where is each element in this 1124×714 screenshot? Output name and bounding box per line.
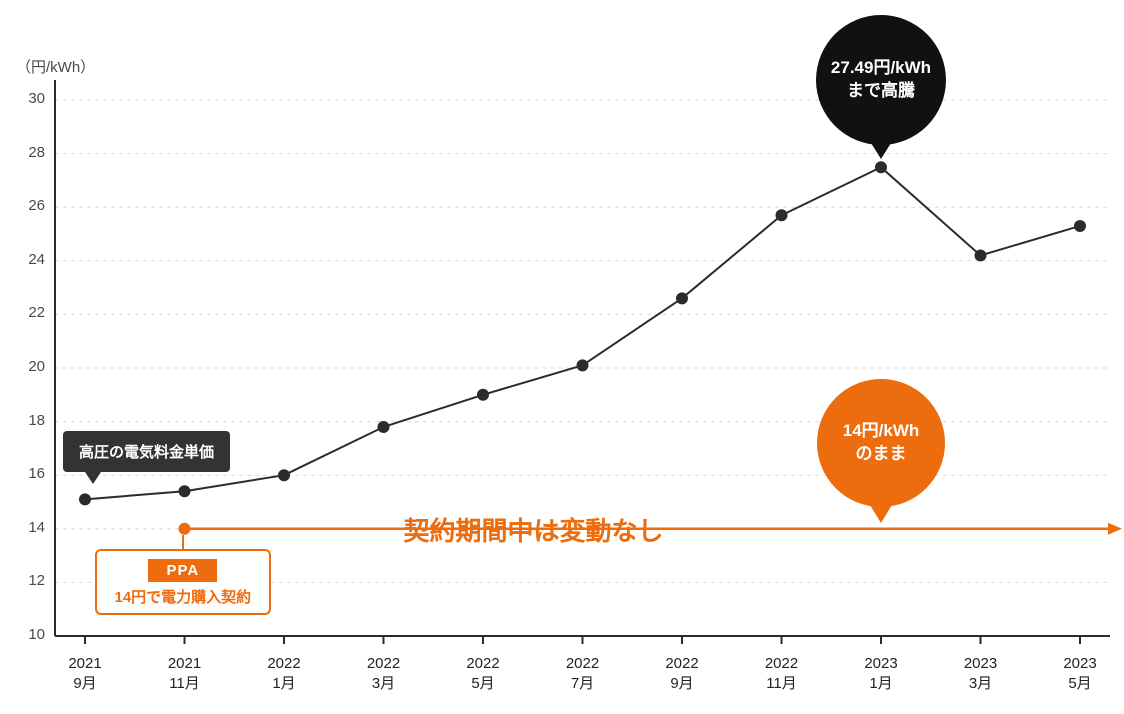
ppa-price-bubble: 14円/kWh のまま — [817, 379, 945, 507]
x-tick-label: 20225月 — [453, 654, 513, 695]
x-tick-label: 20221月 — [254, 654, 314, 695]
y-tick-label: 10 — [15, 626, 45, 643]
ppa-contract-box: PPA 14円で電力購入契約 — [95, 549, 272, 615]
contract-period-note: 契約期間中は変動なし — [404, 511, 664, 548]
y-tick-label: 28 — [15, 144, 45, 161]
ppa-price-value: 14円/kWh — [843, 420, 920, 443]
market-price-label: 高圧の電気料金単価 — [63, 431, 230, 472]
y-tick-label: 26 — [15, 197, 45, 214]
peak-price-bubble: 27.49円/kWh まで高騰 — [816, 15, 946, 145]
ppa-price-note: のまま — [856, 443, 907, 466]
x-tick-label: 20233月 — [951, 654, 1011, 695]
y-tick-label: 30 — [15, 90, 45, 107]
y-tick-label: 22 — [15, 304, 45, 321]
x-tick-label: 202211月 — [752, 654, 812, 695]
electricity-price-chart: （円/kWh） 10 12 14 16 18 20 22 24 26 28 30 20219月 202… — [0, 0, 1124, 714]
x-tick-label: 20235月 — [1050, 654, 1110, 695]
x-tick-label: 20231月 — [851, 654, 911, 695]
x-tick-label: 20219月 — [55, 654, 115, 695]
ppa-subtext: 14円で電力購入契約 — [115, 586, 252, 607]
y-tick-label: 16 — [15, 465, 45, 482]
peak-price-value: 27.49円/kWh — [831, 57, 931, 80]
ppa-badge: PPA — [148, 559, 217, 582]
x-tick-label: 20223月 — [354, 654, 414, 695]
y-tick-label: 18 — [15, 412, 45, 429]
y-tick-label: 12 — [15, 572, 45, 589]
y-tick-label: 24 — [15, 251, 45, 268]
y-tick-label: 20 — [15, 358, 45, 375]
y-axis-unit-label: （円/kWh） — [16, 56, 95, 77]
y-tick-label: 14 — [15, 519, 45, 536]
x-tick-label: 202111月 — [155, 654, 215, 695]
peak-price-note: まで高騰 — [847, 80, 915, 103]
x-tick-label: 20229月 — [652, 654, 712, 695]
x-tick-label: 20227月 — [553, 654, 613, 695]
